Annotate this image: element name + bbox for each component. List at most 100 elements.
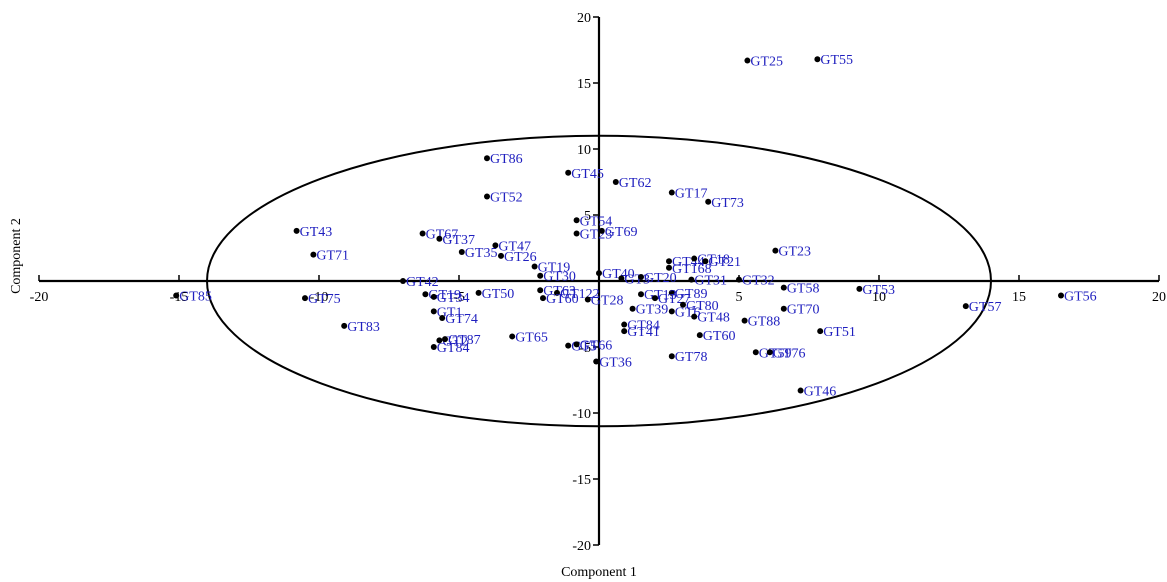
point-marker bbox=[1058, 292, 1064, 299]
point-marker bbox=[780, 305, 787, 312]
point-marker bbox=[341, 322, 348, 329]
point-marker bbox=[621, 321, 628, 328]
point-marker bbox=[856, 285, 863, 292]
point-marker bbox=[422, 291, 429, 298]
y-tick-label: -15 bbox=[572, 473, 591, 488]
y-tick-label: 10 bbox=[577, 143, 591, 158]
point-label: GT31 bbox=[694, 274, 727, 289]
point-marker bbox=[484, 155, 490, 162]
point-label: GT54 bbox=[580, 214, 613, 229]
point-marker bbox=[475, 289, 482, 296]
data-point-gt58: GT58 bbox=[780, 282, 819, 297]
point-marker bbox=[666, 258, 672, 265]
data-point-gt20: GT20 bbox=[638, 271, 677, 286]
point-label: GT41 bbox=[627, 325, 660, 340]
point-label: GT13 bbox=[644, 288, 677, 303]
point-label: GT57 bbox=[969, 300, 1002, 315]
point-label: GT87 bbox=[448, 333, 481, 348]
data-point-gt39: GT39 bbox=[629, 303, 669, 318]
data-point-gt89: GT89 bbox=[668, 287, 708, 302]
confidence-ellipse bbox=[206, 134, 992, 428]
point-marker bbox=[666, 264, 672, 271]
data-point-gt80: GT80 bbox=[680, 299, 719, 314]
point-label: GT62 bbox=[619, 176, 652, 191]
confidence-ellipse-layer bbox=[206, 134, 992, 428]
data-point-gt28: GT28 bbox=[584, 293, 623, 308]
y-tick-label: 20 bbox=[577, 11, 591, 26]
point-label: GT78 bbox=[675, 350, 708, 365]
data-point-gt70: GT70 bbox=[780, 303, 820, 318]
point-marker bbox=[668, 308, 675, 315]
data-point-gt21: GT21 bbox=[702, 255, 741, 270]
data-point-gt35: GT35 bbox=[458, 246, 497, 261]
point-marker bbox=[596, 270, 602, 277]
data-point-gt88: GT88 bbox=[741, 315, 780, 330]
point-marker bbox=[554, 289, 560, 296]
point-marker bbox=[736, 276, 742, 283]
data-point-gt52: GT52 bbox=[484, 191, 523, 206]
point-label: GT32 bbox=[742, 274, 775, 289]
point-label: GT21 bbox=[708, 255, 741, 270]
point-label: GT73 bbox=[711, 196, 744, 211]
data-point-gt2: GT2 bbox=[436, 334, 468, 349]
x-tick-label: -10 bbox=[310, 290, 329, 305]
point-marker bbox=[814, 56, 821, 63]
point-label: GT19 bbox=[538, 260, 571, 275]
data-point-gt59: GT59 bbox=[752, 346, 791, 361]
point-label: GT39 bbox=[636, 303, 669, 318]
point-label: GT75 bbox=[308, 292, 341, 307]
point-label: GT67 bbox=[426, 227, 459, 242]
point-marker bbox=[430, 293, 437, 300]
point-label: GT84 bbox=[437, 341, 470, 356]
point-label: GT89 bbox=[675, 287, 708, 302]
point-marker bbox=[537, 272, 544, 279]
data-point-gt36: GT36 bbox=[593, 356, 632, 371]
point-marker bbox=[688, 276, 695, 283]
point-label: GT70 bbox=[787, 303, 820, 318]
point-marker bbox=[772, 247, 779, 254]
data-point-gt30: GT30 bbox=[537, 270, 576, 285]
data-point-gt57: GT57 bbox=[962, 300, 1002, 315]
data-point-gt42: GT42 bbox=[400, 275, 439, 290]
point-marker bbox=[573, 217, 580, 224]
point-label: GT40 bbox=[602, 267, 635, 282]
data-point-gt34: GT34 bbox=[430, 291, 470, 306]
data-point-gt84: GT84 bbox=[621, 319, 660, 334]
point-marker bbox=[430, 308, 437, 315]
point-marker bbox=[442, 336, 448, 343]
point-marker bbox=[531, 263, 538, 270]
data-point-gt45: GT45 bbox=[565, 167, 604, 182]
point-label: GT66 bbox=[580, 338, 613, 353]
point-marker bbox=[430, 344, 437, 350]
point-marker bbox=[691, 255, 698, 262]
point-label: GT85 bbox=[179, 290, 212, 305]
point-label: GT43 bbox=[300, 225, 333, 240]
point-label: GT42 bbox=[406, 275, 439, 290]
data-point-gt23: GT23 bbox=[772, 245, 811, 260]
data-point-gt60: GT60 bbox=[540, 292, 579, 307]
data-point-gt26: GT26 bbox=[498, 250, 537, 265]
point-label: GT74 bbox=[445, 312, 478, 327]
point-marker bbox=[598, 227, 605, 234]
point-label: GT30 bbox=[543, 270, 576, 285]
x-tick-label: 10 bbox=[872, 290, 886, 305]
data-point-gt17: GT17 bbox=[668, 187, 707, 202]
data-point-gt47: GT47 bbox=[492, 239, 531, 254]
data-point-gt48: GT48 bbox=[691, 311, 730, 326]
data-point-gt84: GT84 bbox=[430, 341, 470, 356]
data-point-gt66: GT66 bbox=[573, 338, 613, 353]
point-marker bbox=[962, 303, 969, 310]
point-marker bbox=[752, 349, 759, 356]
x-tick-label: 5 bbox=[736, 290, 743, 305]
point-marker bbox=[668, 289, 675, 296]
data-point-gt83: GT83 bbox=[341, 320, 380, 335]
data-point-gt62: GT62 bbox=[612, 176, 652, 191]
point-label: GT34 bbox=[437, 291, 470, 306]
data-point-gt60: GT60 bbox=[696, 329, 735, 344]
point-marker bbox=[509, 333, 516, 340]
point-marker bbox=[302, 295, 308, 302]
point-label: GT69 bbox=[605, 225, 638, 240]
point-label: GT52 bbox=[490, 191, 523, 206]
data-point-gt43: GT43 bbox=[293, 225, 333, 240]
data-point-gt46: GT46 bbox=[797, 385, 836, 400]
